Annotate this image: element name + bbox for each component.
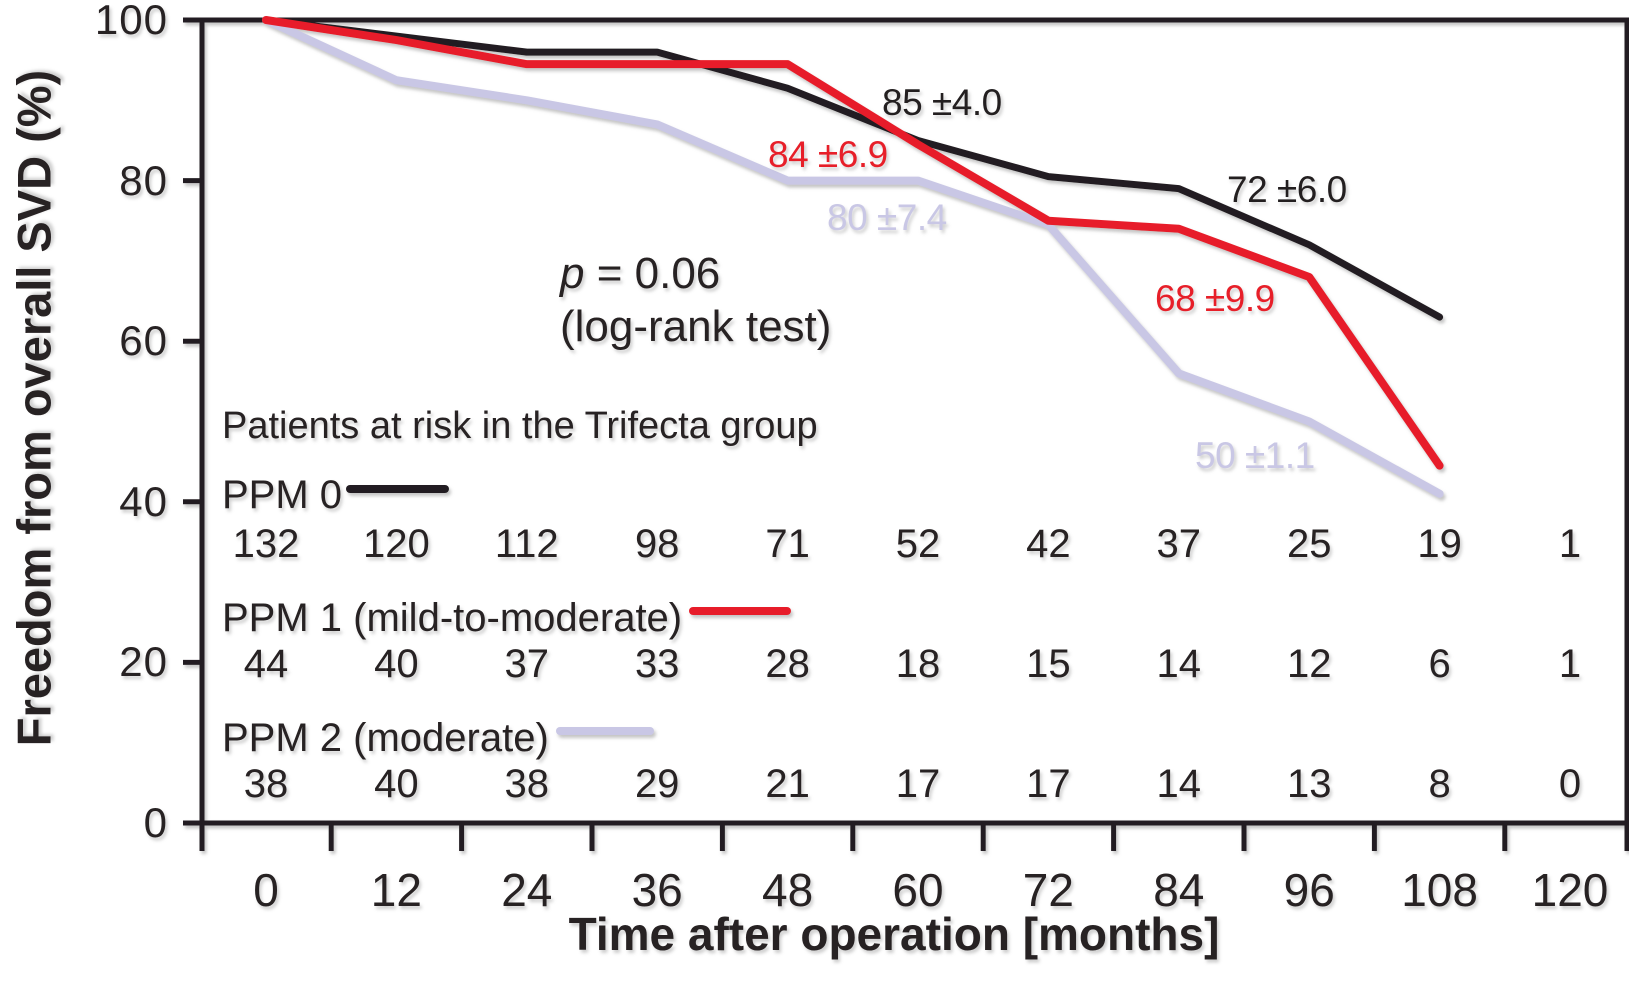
y-tick-label: 40 <box>119 477 168 525</box>
p-symbol: p <box>560 249 585 298</box>
risk-cell: 33 <box>634 642 680 686</box>
x-tick-label: 60 <box>892 864 944 916</box>
x-tick-label: 72 <box>1022 864 1074 916</box>
risk-cell: 98 <box>634 522 680 566</box>
risk-cell: 13 <box>1286 762 1332 806</box>
risk-cell: 17 <box>895 762 941 806</box>
risk-cell: 14 <box>1156 762 1202 806</box>
annotation-label: 85 ±4.0 <box>882 82 1002 123</box>
p-value-note: p = 0.06 (log-rank test) <box>560 247 831 353</box>
risk-cell: 42 <box>1026 522 1071 566</box>
risk-cell: 19 <box>1417 522 1462 566</box>
risk-cell: 0 <box>1558 762 1582 806</box>
risk-cell: 29 <box>634 762 680 806</box>
x-tick-label: 120 <box>1531 864 1609 916</box>
risk-cell: 132 <box>232 522 300 566</box>
risk-cell: 28 <box>765 642 810 686</box>
risk-cell: 40 <box>374 642 419 686</box>
risk-cell: 38 <box>504 762 550 806</box>
legend-label-ppm1: PPM 1 (mild-to-moderate) <box>222 596 683 640</box>
x-tick-label: 12 <box>370 864 422 916</box>
annotation-label: 50 ±1.1 <box>1195 435 1315 476</box>
risk-cell: 14 <box>1156 642 1202 686</box>
risk-cell: 8 <box>1428 762 1451 806</box>
risk-cell: 52 <box>895 522 941 566</box>
risk-cell: 15 <box>1026 642 1071 686</box>
x-tick-label: 96 <box>1283 864 1335 916</box>
p-value-text: = 0.06 <box>584 249 721 298</box>
y-tick-label: 0 <box>143 799 168 846</box>
y-tick-label: 80 <box>119 156 168 204</box>
risk-cell: 6 <box>1428 642 1451 686</box>
curve-ppm1 <box>262 16 1444 470</box>
risk-cell: 1 <box>1558 642 1582 686</box>
x-tick-label: 0 <box>253 864 279 916</box>
annotation-label: 80 ±7.4 <box>827 197 947 238</box>
risk-cell: 17 <box>1026 762 1071 806</box>
risk-cell: 112 <box>494 522 559 566</box>
y-tick-label: 60 <box>119 317 168 365</box>
y-tick-label: 20 <box>119 638 168 686</box>
curve-ppm2 <box>262 16 1444 498</box>
annotation-label: 72 ±6.0 <box>1227 169 1347 210</box>
risk-cell: 12 <box>1286 642 1332 686</box>
log-rank-note: (log-rank test) <box>560 302 832 351</box>
risk-cell: 37 <box>504 642 550 686</box>
x-axis-title: Time after operation [months] <box>568 908 1220 960</box>
legend-label-ppm0: PPM 0 <box>222 473 343 517</box>
risk-cell: 71 <box>765 522 810 566</box>
risk-cell: 1 <box>1558 522 1582 566</box>
annotation-label: 68 ±9.9 <box>1155 278 1275 319</box>
p-value-line: p = 0.06 <box>560 247 831 300</box>
risk-cell: 18 <box>895 642 941 686</box>
risk-cell: 21 <box>765 762 810 806</box>
x-tick-label: 48 <box>762 864 814 916</box>
x-tick-label: 36 <box>631 864 683 916</box>
risk-cell: 44 <box>243 642 289 686</box>
risk-cell: 38 <box>243 762 289 806</box>
y-tick-label: 100 <box>94 0 168 44</box>
curve-ppm0 <box>262 16 1444 321</box>
risk-cell: 25 <box>1286 522 1332 566</box>
risk-table-title: Patients at risk in the Trifecta group <box>222 405 818 447</box>
annotation-label: 84 ±6.9 <box>768 134 888 175</box>
x-tick-label: 84 <box>1153 864 1205 916</box>
plot-area <box>183 16 1629 851</box>
risk-cell: 37 <box>1156 522 1202 566</box>
x-tick-label: 24 <box>501 864 553 916</box>
x-tick-label: 108 <box>1401 864 1478 916</box>
plot-frame <box>199 17 1629 851</box>
risk-cell: 120 <box>363 522 430 566</box>
risk-cell: 40 <box>374 762 419 806</box>
legend-label-ppm2: PPM 2 (moderate) <box>222 716 549 760</box>
